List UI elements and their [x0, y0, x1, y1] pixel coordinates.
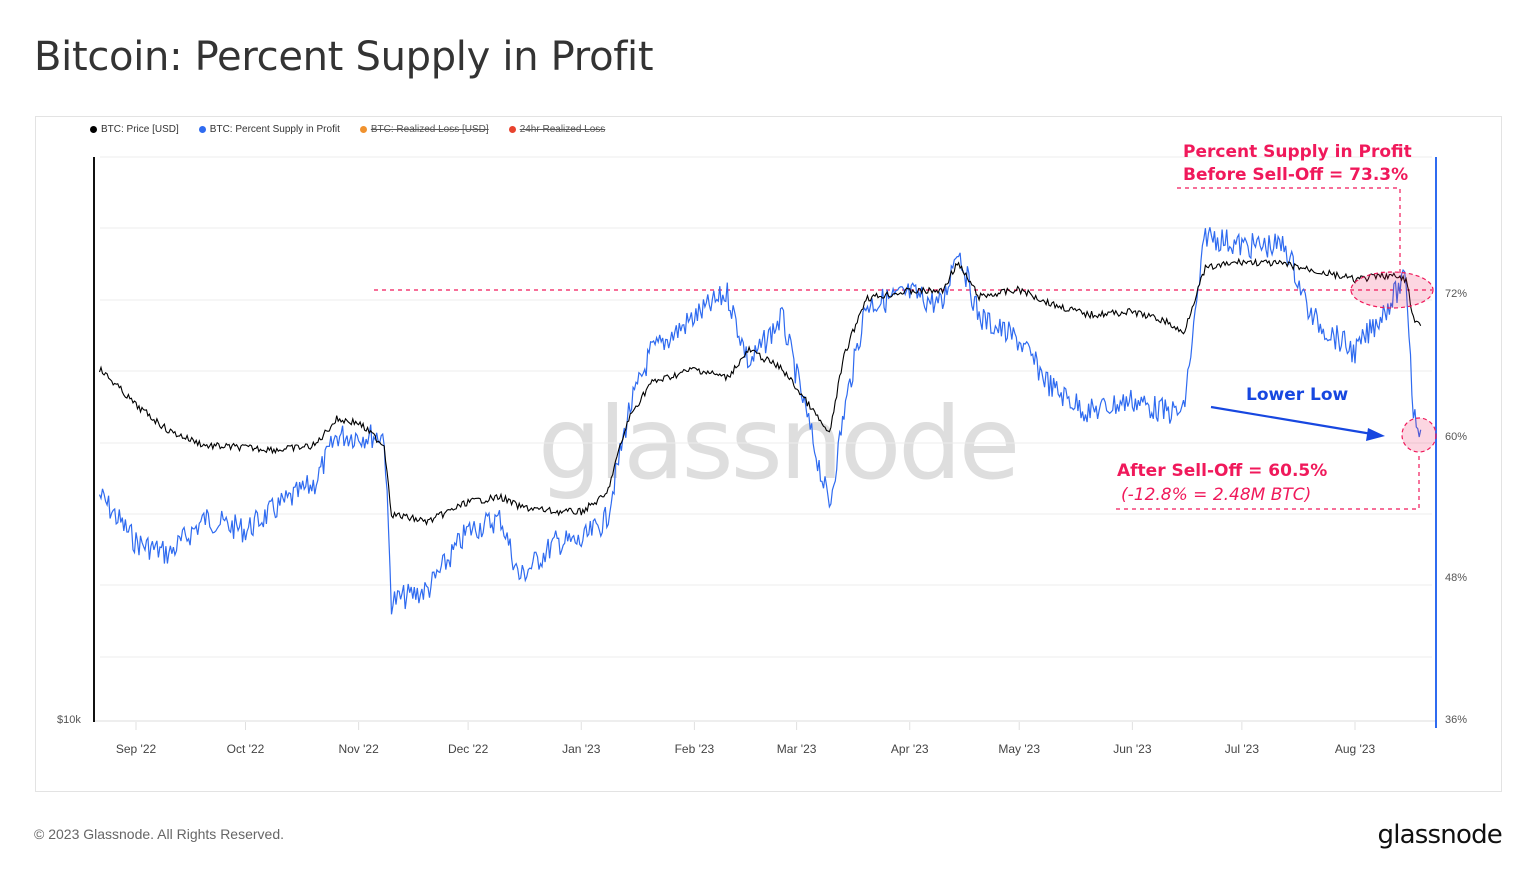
x-axis-tick-label: Jul '23 — [1224, 742, 1259, 756]
x-axis-tick-label: Apr '23 — [890, 742, 929, 756]
right-axis-tick: 60% — [1445, 431, 1468, 443]
x-axis-tick-label: May '23 — [998, 742, 1041, 756]
after-selloff-highlight — [1401, 417, 1437, 453]
x-axis-tick-label: Dec '22 — [447, 742, 489, 756]
right-axis-tick: 72% — [1445, 288, 1468, 300]
x-axis-tick-label: Feb '23 — [674, 742, 715, 756]
supply-in-profit-line — [98, 227, 1422, 615]
chart-legend: BTC: Price [USD] BTC: Percent Supply in … — [90, 124, 605, 135]
before-selloff-highlight — [1350, 271, 1434, 309]
arrow-head-icon — [1366, 428, 1385, 441]
x-axis-tick-label: Jan '23 — [562, 742, 601, 756]
x-axis-tick-label: Sep '22 — [115, 742, 157, 756]
x-axis-tick-label: Nov '22 — [338, 742, 379, 756]
glassnode-logo: glassnode — [1377, 820, 1503, 850]
chart-frame — [35, 116, 1502, 792]
x-axis-ticks — [135, 722, 1356, 730]
lower-low-label: Lower Low — [1246, 385, 1349, 405]
btc-price-line — [98, 257, 1422, 527]
page-title: Bitcoin: Percent Supply in Profit — [34, 34, 654, 80]
right-axis-tick: 48% — [1445, 572, 1468, 584]
right-axis-tick: 36% — [1445, 714, 1468, 726]
gridlines — [95, 156, 1436, 722]
x-axis-tick-label: Jun '23 — [1113, 742, 1152, 756]
before-selloff-label-line1: Percent Supply in Profit — [1183, 142, 1412, 162]
legend-item-realized-loss[interactable]: BTC: Realized Loss [USD] — [359, 124, 489, 135]
before-callout-connector — [1177, 187, 1401, 278]
x-axis-tick-label: Mar '23 — [776, 742, 817, 756]
legend-dot-icon — [508, 126, 516, 133]
legend-dot-icon — [198, 126, 206, 133]
legend-dot-icon — [359, 126, 367, 133]
before-selloff-label-line2: Before Sell-Off = 73.3% — [1183, 165, 1409, 185]
legend-item-supply-in-profit[interactable]: BTC: Percent Supply in Profit — [198, 124, 340, 135]
after-selloff-label-line2: (-12.8% = 2.48M BTC) — [1121, 485, 1312, 505]
x-axis-tick-label: Aug '23 — [1334, 742, 1376, 756]
lower-low-arrow-line — [1210, 405, 1373, 436]
legend-item-24hr-realized-loss[interactable]: 24hr Realized Loss — [508, 124, 605, 135]
x-axis-tick-label: Oct '22 — [226, 742, 265, 756]
after-selloff-label-line1: After Sell-Off = 60.5% — [1117, 461, 1328, 481]
series-lines — [98, 227, 1422, 615]
copyright-text: © 2023 Glassnode. All Rights Reserved. — [34, 826, 285, 842]
legend-item-price[interactable]: BTC: Price [USD] — [90, 124, 179, 135]
left-axis-tick: $10k — [57, 714, 81, 726]
legend-dot-icon — [90, 126, 97, 133]
